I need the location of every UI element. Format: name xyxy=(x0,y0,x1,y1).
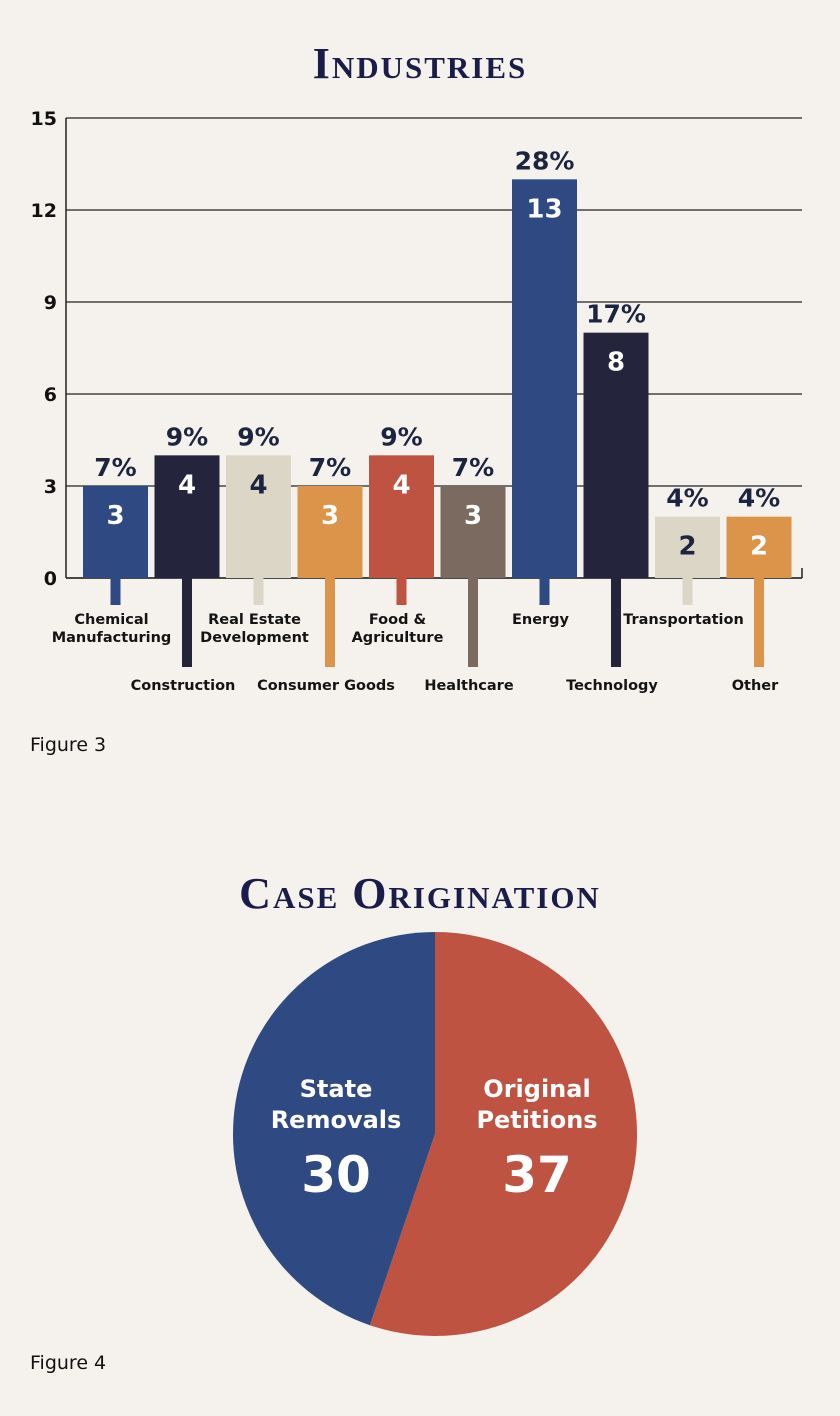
pie-slice-value: 30 xyxy=(301,1146,371,1204)
pie-marks: Original Petitions 37 State Removals 30 xyxy=(233,932,637,1336)
bar-stem xyxy=(396,576,407,605)
bar-value-label: 4 xyxy=(178,470,196,500)
industries-bar-chart: 0 3 6 9 12 15 3 7% Chemical Manufacturing 4 9% Cons… xyxy=(31,108,803,694)
y-tick-label: 9 xyxy=(44,292,57,314)
y-tick-label: 3 xyxy=(44,476,57,498)
bar-percent-label: 28% xyxy=(515,146,575,175)
bar xyxy=(583,332,649,578)
bar-stem xyxy=(182,576,192,667)
bar-stem xyxy=(325,576,335,667)
bar xyxy=(440,486,506,578)
y-tick-label: 6 xyxy=(44,384,57,406)
bar-value-label: 4 xyxy=(392,470,410,500)
bar-stem xyxy=(611,576,621,667)
figure-3-caption: Figure 3 xyxy=(30,734,107,756)
category-label: Other xyxy=(732,678,779,694)
bar-percent-label: 17% xyxy=(586,300,646,329)
y-tick-label: 0 xyxy=(44,568,57,590)
pie-slice-label: Original xyxy=(483,1075,590,1103)
pie-slice-label: Petitions xyxy=(476,1106,597,1134)
bar xyxy=(369,455,434,578)
figure-4-caption: Figure 4 xyxy=(30,1352,107,1374)
category-label: Technology xyxy=(566,678,658,694)
category-label: Transportation xyxy=(623,612,744,628)
bar-value-label: 13 xyxy=(526,194,562,224)
bar-value-label: 3 xyxy=(321,501,339,531)
bar-percent-label: 7% xyxy=(309,453,351,482)
y-tick-label: 15 xyxy=(31,108,57,130)
bar xyxy=(154,455,220,578)
category-label: Chemical xyxy=(74,612,148,628)
category-label: Development xyxy=(200,630,309,646)
bar-stem xyxy=(539,576,550,605)
bar-value-label: 8 xyxy=(607,348,625,378)
bar-stem xyxy=(253,576,264,605)
bar-value-label: 2 xyxy=(678,532,696,562)
bar xyxy=(297,486,363,578)
pie-slice xyxy=(233,932,435,1326)
category-label: Real Estate xyxy=(208,612,301,628)
bar xyxy=(512,179,577,579)
bar-percent-label: 7% xyxy=(94,453,136,482)
bar-percent-label: 9% xyxy=(380,422,422,451)
bar xyxy=(726,516,792,578)
bar-percent-label: 9% xyxy=(237,422,279,451)
category-label: Consumer Goods xyxy=(257,678,395,694)
category-label: Energy xyxy=(512,612,570,628)
bar-marks xyxy=(83,179,792,667)
bar xyxy=(655,516,720,578)
bar-percent-label: 7% xyxy=(452,453,494,482)
category-label: Construction xyxy=(131,678,236,694)
category-label: Manufacturing xyxy=(52,630,172,646)
bar-stem xyxy=(110,576,121,605)
pie-slice-value: 37 xyxy=(502,1146,572,1204)
bar-stem xyxy=(682,576,693,605)
pie-slice-label: State xyxy=(300,1075,373,1103)
bar-stem xyxy=(754,576,764,667)
bar-value-label: 2 xyxy=(750,532,768,562)
case-origination-title: Case Origination xyxy=(239,869,601,918)
bar-value-label: 4 xyxy=(249,470,267,500)
pie-slice xyxy=(369,932,637,1336)
bar xyxy=(83,486,148,578)
industries-title: Industries xyxy=(312,39,528,88)
bar-stem xyxy=(468,576,478,667)
bar-value-label: 3 xyxy=(106,501,124,531)
bar-percent-label: 4% xyxy=(666,484,708,513)
category-label: Healthcare xyxy=(424,678,514,694)
bar xyxy=(226,455,291,578)
bar-percent-label: 4% xyxy=(738,484,780,513)
bar-value-label: 3 xyxy=(464,501,482,531)
pie-slice-label: Removals xyxy=(271,1106,402,1134)
bar-percent-label: 9% xyxy=(166,422,208,451)
bar-labels: 3 7% Chemical Manufacturing 4 9% Construction 4… xyxy=(52,146,781,694)
category-label: Agriculture xyxy=(352,630,444,646)
y-tick-label: 12 xyxy=(31,200,57,222)
category-label: Food & xyxy=(369,612,427,628)
